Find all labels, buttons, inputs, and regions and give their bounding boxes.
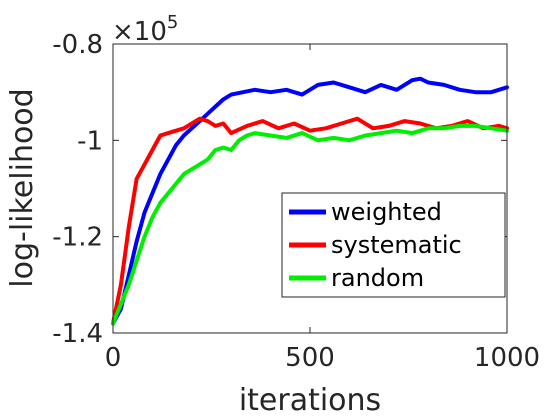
y-tick-label: -1 (77, 126, 103, 156)
y-axis-multiplier: ×105 (112, 12, 178, 47)
tick-layer: 0 500 1000 -1.4 -1.2 -1 -0.8 (52, 30, 540, 373)
x-tick-label: 0 (105, 343, 122, 373)
y-tick-label: -1.4 (52, 319, 103, 349)
series-layer (111, 76, 509, 326)
y-tick-label: -0.8 (52, 30, 103, 60)
legend: weighted systematic random (281, 192, 506, 298)
legend-label-random: random (331, 264, 424, 292)
x-tick-label: 500 (285, 343, 335, 373)
x-tick-label: 1000 (474, 343, 540, 373)
y-axis-title: log-likelihood (5, 88, 40, 287)
legend-label-systematic: systematic (331, 231, 462, 259)
x-axis-title: iterations (239, 383, 381, 418)
legend-label-weighted: weighted (331, 198, 442, 226)
series-line-systematic (111, 116, 509, 326)
y-tick-label: -1.2 (52, 223, 103, 253)
series-line-weighted (111, 76, 509, 326)
series-line-random (111, 123, 509, 326)
